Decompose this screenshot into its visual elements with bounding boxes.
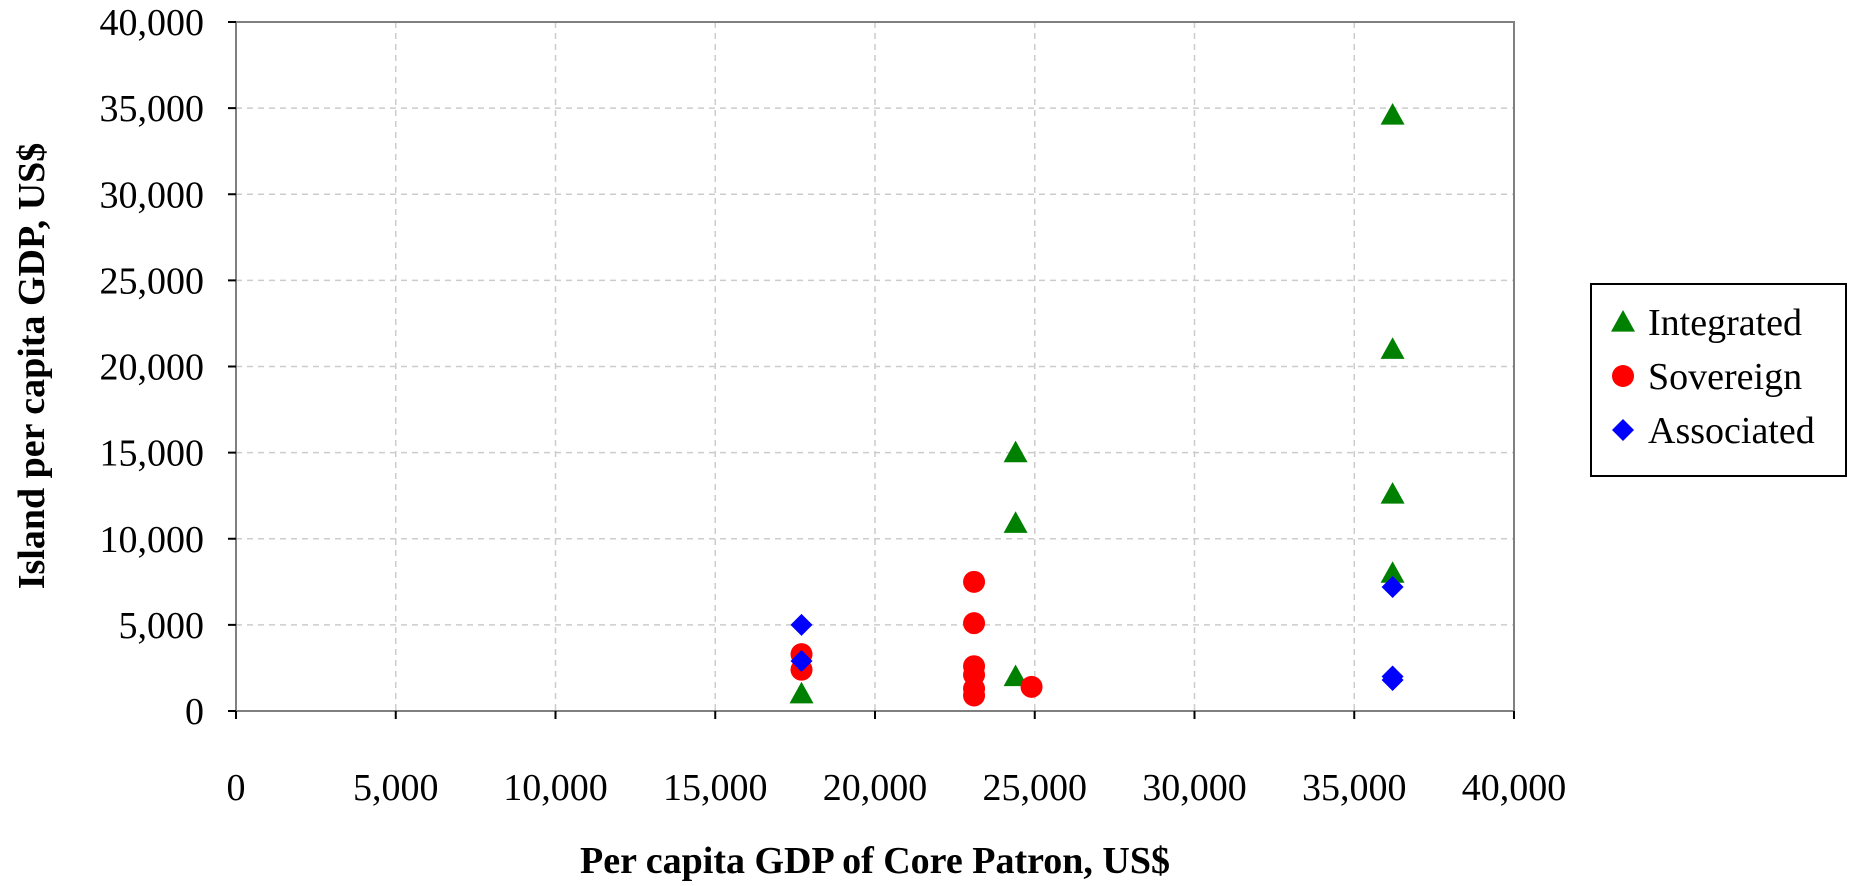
y-tick-label: 15,000 — [100, 433, 205, 475]
integrated-point — [1003, 511, 1028, 533]
x-tick-label: 20,000 — [823, 767, 928, 809]
y-tick-label: 20,000 — [100, 347, 205, 389]
y-tick-label: 0 — [185, 691, 204, 733]
y-tick-label: 35,000 — [100, 88, 205, 130]
legend-sovereign-marker — [1612, 365, 1634, 387]
sovereign-point — [1020, 675, 1043, 698]
legend-associated-marker — [1612, 419, 1634, 441]
legend-box — [1590, 283, 1847, 477]
x-tick-label: 15,000 — [663, 767, 768, 809]
x-tick-label: 40,000 — [1462, 767, 1567, 809]
sovereign-point — [963, 612, 986, 635]
y-tick-label: 40,000 — [100, 2, 205, 44]
integrated-point — [1003, 664, 1028, 687]
x-tick-label: 0 — [227, 767, 246, 809]
y-tick-label: 30,000 — [100, 174, 205, 216]
integrated-point — [1380, 337, 1405, 359]
legend-integrated-label: Integrated — [1648, 302, 1802, 344]
grid-lines — [235, 22, 1514, 712]
integrated-point — [789, 681, 814, 704]
y-tick-label: 5,000 — [119, 605, 205, 647]
legend-associated-label: Associated — [1648, 410, 1815, 452]
associated-point — [790, 650, 813, 673]
associated-point — [1381, 665, 1404, 688]
integrated-point — [1380, 561, 1405, 583]
legend-integrated-marker — [1611, 310, 1635, 332]
legend: Integrated Sovereign Associated — [1590, 283, 1847, 477]
associated-point — [1381, 575, 1404, 598]
x-tick-label: 35,000 — [1302, 767, 1407, 809]
data-points — [789, 103, 1405, 707]
x-axis-title: Per capita GDP of Core Patron, US$ — [580, 840, 1170, 882]
sovereign-point — [963, 655, 986, 678]
integrated-point — [1380, 103, 1405, 125]
integrated-point — [1380, 481, 1405, 504]
x-axis-ticks: 0 5,000 10,000 15,000 20,000 25,000 30,000 35,0… — [227, 711, 1567, 809]
x-tick-label: 25,000 — [983, 767, 1088, 809]
x-tick-label: 5,000 — [353, 767, 439, 809]
x-tick-label: 10,000 — [503, 767, 608, 809]
x-tick-label: 30,000 — [1142, 767, 1247, 809]
sovereign-point — [963, 570, 986, 593]
associated-point — [790, 613, 813, 636]
y-axis-title: Island per capita GDP, US$ — [11, 143, 53, 590]
legend-sovereign-label: Sovereign — [1648, 356, 1802, 398]
y-axis-ticks: 0 5,000 10,000 15,000 20,000 25,000 30,000 35,0… — [100, 2, 236, 733]
legend-items: Integrated Sovereign Associated — [1611, 302, 1815, 452]
integrated-point — [1003, 440, 1028, 463]
y-tick-label: 25,000 — [100, 260, 205, 302]
y-tick-label: 10,000 — [100, 519, 205, 561]
